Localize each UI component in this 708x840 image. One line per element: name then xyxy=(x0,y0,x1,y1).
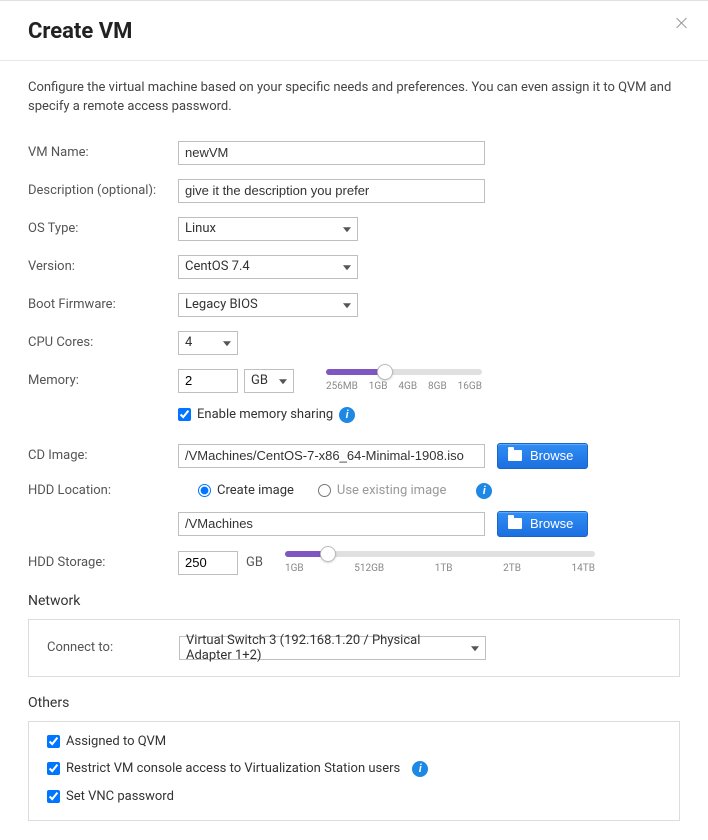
boot-firmware-value: Legacy BIOS xyxy=(185,297,258,312)
chevron-down-icon xyxy=(223,341,231,346)
network-select[interactable]: Virtual Switch 3 (192.168.1.20 / Physica… xyxy=(179,636,486,660)
label-version: Version: xyxy=(28,259,178,274)
label-os-type: OS Type: xyxy=(28,221,178,236)
chevron-down-icon xyxy=(279,379,287,384)
radio-create-image[interactable]: Create image xyxy=(198,483,294,498)
radio-use-existing-label: Use existing image xyxy=(337,483,446,498)
slider-thumb[interactable] xyxy=(320,546,336,562)
os-type-select[interactable]: Linux xyxy=(178,217,358,241)
chevron-down-icon xyxy=(471,646,479,651)
cpu-cores-select[interactable]: 4 xyxy=(178,331,238,355)
memory-unit-select[interactable]: GB xyxy=(244,369,294,393)
label-vm-name: VM Name: xyxy=(28,145,178,160)
label-cd-image: CD Image: xyxy=(28,448,178,463)
section-network-title: Network xyxy=(28,593,680,609)
boot-firmware-select[interactable]: Legacy BIOS xyxy=(178,293,358,317)
hdd-path-input[interactable] xyxy=(178,512,485,536)
os-type-value: Linux xyxy=(185,221,216,236)
dialog-body: Configure the virtual machine based on y… xyxy=(0,61,708,821)
enable-memory-sharing-label: Enable memory sharing xyxy=(197,407,333,422)
memory-value-input[interactable] xyxy=(178,369,238,393)
chevron-down-icon xyxy=(343,303,351,308)
description-input[interactable] xyxy=(178,179,485,203)
info-icon[interactable]: i xyxy=(339,407,355,423)
browse-label: Browse xyxy=(530,448,573,463)
hdd-storage-unit: GB xyxy=(246,555,263,570)
folder-icon xyxy=(508,450,522,461)
version-select[interactable]: CentOS 7.4 xyxy=(178,255,358,279)
restrict-console-label: Restrict VM console access to Virtualiza… xyxy=(66,761,400,776)
label-memory: Memory: xyxy=(28,373,178,388)
info-icon[interactable]: i xyxy=(412,761,428,777)
cd-image-input[interactable] xyxy=(178,444,485,468)
hdd-storage-input[interactable] xyxy=(178,551,238,575)
browse-label: Browse xyxy=(530,516,573,531)
network-value: Virtual Switch 3 (192.168.1.20 / Physica… xyxy=(186,633,463,663)
memory-slider[interactable]: 256MB 1GB 4GB 8GB 16GB xyxy=(326,369,482,392)
label-connect-to: Connect to: xyxy=(47,640,179,655)
cpu-cores-value: 4 xyxy=(185,335,192,350)
hdd-storage-slider[interactable]: 1GB 512GB 1TB 2TB 14TB xyxy=(285,551,595,574)
assigned-to-qvm-label: Assigned to QVM xyxy=(66,734,166,749)
radio-create-image-label: Create image xyxy=(217,483,294,498)
radio-use-existing-image[interactable]: Use existing image xyxy=(318,483,446,498)
chevron-down-icon xyxy=(343,227,351,232)
info-icon[interactable]: i xyxy=(476,483,492,499)
chevron-down-icon xyxy=(343,265,351,270)
section-others-title: Others xyxy=(28,695,680,711)
set-vnc-password-checkbox[interactable]: Set VNC password xyxy=(47,789,661,804)
set-vnc-password-label: Set VNC password xyxy=(66,789,174,804)
memory-unit-value: GB xyxy=(251,373,268,388)
dialog-header: Create VM xyxy=(0,1,708,61)
label-cpu-cores: CPU Cores: xyxy=(28,335,178,350)
others-panel: Assigned to QVM Restrict VM console acce… xyxy=(28,721,680,821)
assigned-to-qvm-checkbox[interactable]: Assigned to QVM xyxy=(47,734,661,749)
intro-text: Configure the virtual machine based on y… xyxy=(28,79,680,117)
label-boot-firmware: Boot Firmware: xyxy=(28,297,178,312)
hdd-slider-ticks: 1GB 512GB 1TB 2TB 14TB xyxy=(285,563,595,574)
enable-memory-sharing-checkbox[interactable]: Enable memory sharing xyxy=(178,407,333,422)
memory-slider-ticks: 256MB 1GB 4GB 8GB 16GB xyxy=(326,381,482,392)
dialog-title: Create VM xyxy=(28,19,680,44)
label-hdd-location: HDD Location: xyxy=(28,483,178,498)
cd-image-browse-button[interactable]: Browse xyxy=(497,443,588,469)
create-vm-dialog: Create VM Configure the virtual machine … xyxy=(0,0,708,821)
enable-memory-sharing-input[interactable] xyxy=(178,408,191,421)
hdd-browse-button[interactable]: Browse xyxy=(497,511,588,537)
network-panel: Connect to: Virtual Switch 3 (192.168.1.… xyxy=(28,619,680,677)
slider-thumb[interactable] xyxy=(377,364,393,380)
label-description: Description (optional): xyxy=(28,183,178,198)
restrict-console-checkbox[interactable]: Restrict VM console access to Virtualiza… xyxy=(47,761,661,777)
version-value: CentOS 7.4 xyxy=(185,259,250,274)
vm-name-input[interactable] xyxy=(178,141,485,165)
label-hdd-storage: HDD Storage: xyxy=(28,555,178,570)
folder-icon xyxy=(508,518,522,529)
